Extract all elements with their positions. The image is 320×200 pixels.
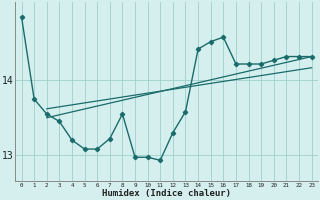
X-axis label: Humidex (Indice chaleur): Humidex (Indice chaleur) [102,189,231,198]
